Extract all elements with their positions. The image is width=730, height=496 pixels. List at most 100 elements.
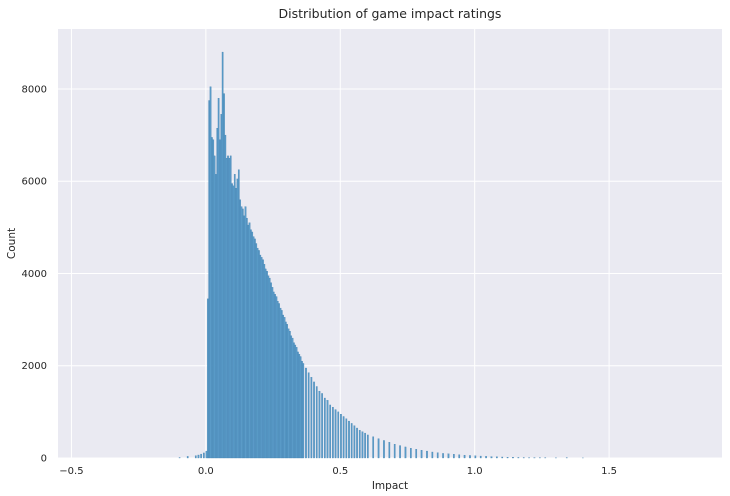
histogram-bar (458, 454, 461, 459)
histogram-bar (350, 423, 353, 459)
histogram-bar (299, 356, 302, 459)
histogram-bar (291, 337, 294, 459)
histogram-bar (490, 456, 493, 459)
histogram-bar (228, 158, 231, 459)
histogram-bar (358, 430, 361, 459)
histogram-bar (356, 427, 358, 459)
histogram-bar (205, 450, 208, 459)
histogram-bar (246, 217, 248, 459)
histogram-bar (420, 450, 423, 459)
histogram-bar (315, 386, 318, 459)
histogram-bar (241, 208, 244, 459)
histogram-bar (496, 456, 498, 459)
histogram-bar (463, 454, 466, 459)
histogram-bar (469, 455, 471, 459)
y-axis-label: Count (6, 228, 18, 259)
y-tick-label: 4000 (22, 269, 47, 280)
histogram-bar (278, 303, 280, 459)
histogram-bar (208, 100, 211, 459)
histogram-bar (240, 206, 243, 459)
histogram-bar (286, 324, 288, 459)
histogram-bar (372, 436, 375, 459)
histogram-bar (345, 418, 348, 459)
histogram-bar (442, 453, 444, 459)
x-tick-label: 1.5 (601, 466, 617, 477)
histogram-bar (211, 137, 213, 459)
histogram-bar (410, 448, 412, 459)
histogram-bar (252, 236, 255, 459)
histogram-bar (235, 187, 237, 459)
histogram-bar (283, 317, 286, 459)
x-tick-label: 0.5 (332, 466, 348, 477)
histogram-bar (263, 264, 266, 459)
histogram-bar (337, 411, 340, 459)
histogram-bar (276, 301, 279, 459)
histogram-bar (506, 457, 509, 459)
x-tick-label: 1.0 (467, 466, 483, 477)
histogram-bar (260, 257, 263, 459)
chart-title: Distribution of game impact ratings (279, 6, 502, 21)
histogram-bar (377, 438, 380, 459)
histogram-bar (227, 155, 229, 459)
histogram-bar (512, 457, 514, 459)
histogram-bar (268, 277, 271, 459)
histogram-bar (399, 445, 401, 459)
histogram-bar (289, 330, 291, 459)
histogram-bar (447, 453, 450, 459)
y-axis-ticks: 0 2000 4000 6000 8000 (22, 84, 47, 464)
histogram-bar (220, 114, 223, 459)
histogram-bar (207, 298, 209, 459)
histogram-bar (200, 453, 202, 459)
histogram-bar (353, 425, 356, 459)
histogram-bar (275, 296, 278, 459)
histogram-bar (224, 134, 227, 459)
histogram-bar (225, 158, 228, 459)
y-tick-label: 2000 (22, 361, 47, 372)
histogram-bar (313, 381, 315, 459)
histogram-bar (262, 259, 264, 459)
histogram-bar (272, 291, 275, 459)
histogram-bar (251, 231, 254, 459)
histogram-bar (290, 335, 293, 459)
histogram-bar (321, 393, 323, 459)
histogram-bar (298, 354, 301, 459)
y-tick-label: 8000 (22, 84, 47, 95)
histogram-bar (194, 455, 197, 459)
histogram-bar (426, 450, 428, 459)
histogram-bar (323, 397, 326, 459)
histogram-bar (267, 275, 270, 459)
histogram-bar (293, 342, 295, 459)
histogram-bar (209, 86, 212, 459)
histogram-bar (243, 215, 245, 459)
histogram-bar (332, 407, 334, 459)
histogram-bar (485, 456, 487, 459)
histogram-bar (274, 294, 276, 459)
histogram-bar (297, 351, 299, 459)
histogram-bar (393, 444, 396, 459)
histogram-bar (329, 404, 332, 459)
histogram-bar (264, 268, 267, 459)
histogram-bar (436, 452, 439, 459)
histogram-bar (256, 247, 259, 459)
histogram-bar (236, 178, 239, 459)
x-tick-label: 0.0 (198, 466, 214, 477)
histogram-bar (361, 431, 364, 459)
histogram-bar (219, 139, 221, 459)
histogram-bar (233, 174, 236, 459)
plot-background (58, 29, 722, 458)
histogram-bar (334, 409, 337, 459)
histogram-bar (294, 344, 297, 459)
histogram-bar (474, 455, 477, 459)
histogram-bar (431, 451, 434, 459)
histogram-bar (186, 456, 189, 459)
histogram-bar (348, 420, 350, 459)
histogram-bar (388, 442, 391, 459)
histogram-bar (501, 456, 504, 459)
histogram-bar (326, 400, 329, 459)
histogram-bar (318, 390, 321, 459)
histogram-bar (212, 139, 215, 459)
histogram-bar (280, 310, 283, 459)
histogram-bar (364, 432, 366, 459)
histogram-bar (302, 363, 305, 459)
